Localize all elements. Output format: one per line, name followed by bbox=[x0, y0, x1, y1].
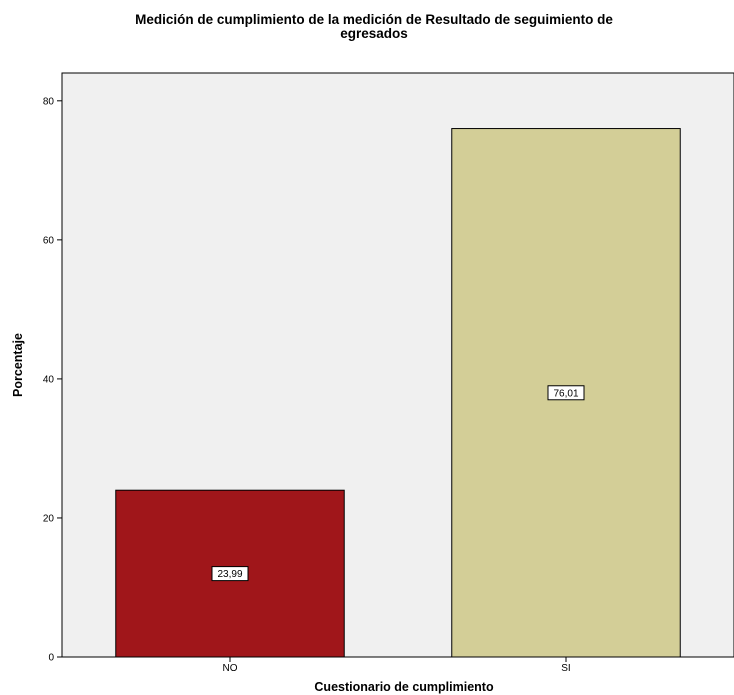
data-label-no: 23,99 bbox=[217, 569, 242, 580]
chart-title-line-2: egresados bbox=[340, 26, 408, 41]
x-axis-title: Cuestionario de cumplimiento bbox=[314, 680, 494, 694]
y-tick-label: 80 bbox=[43, 96, 55, 107]
bar-no bbox=[115, 489, 345, 658]
y-axis: 0 20 40 60 80 bbox=[43, 96, 62, 664]
data-label-box bbox=[547, 385, 585, 401]
y-tick-label: 0 bbox=[48, 653, 54, 664]
y-axis-title: Porcentaje bbox=[11, 333, 25, 397]
y-tick-label: 20 bbox=[43, 513, 55, 524]
y-tick-label: 60 bbox=[43, 235, 55, 246]
x-axis: NO SI bbox=[223, 657, 571, 674]
data-label-si: 76,01 bbox=[553, 388, 578, 399]
data-labels: 23,99 76,01 bbox=[211, 385, 585, 582]
x-tick-label: NO bbox=[223, 663, 238, 674]
y-tick-label: 40 bbox=[43, 374, 55, 385]
x-tick-label: SI bbox=[561, 663, 570, 674]
chart-title-line-1: Medición de cumplimiento de la medición … bbox=[135, 12, 613, 27]
data-label-box bbox=[211, 566, 249, 582]
